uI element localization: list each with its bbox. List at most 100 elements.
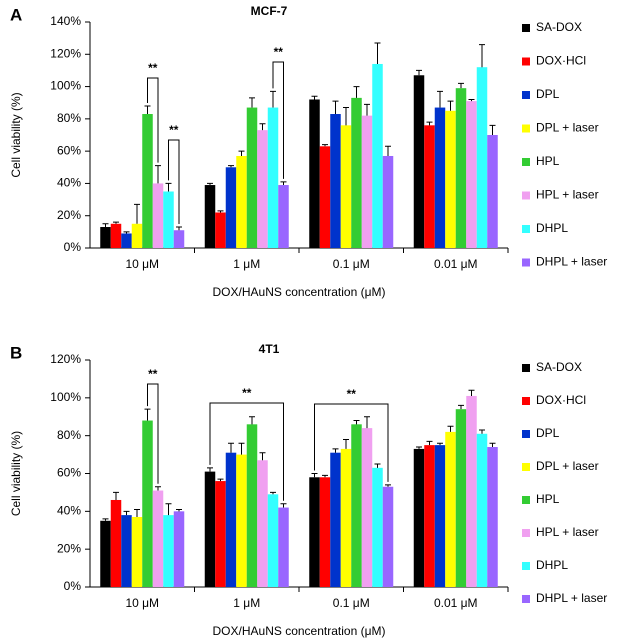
y-tick-label: 60% xyxy=(57,143,81,157)
bar xyxy=(382,155,394,248)
error-bar xyxy=(238,150,245,156)
legend-swatch xyxy=(522,397,530,405)
bar xyxy=(340,125,352,248)
bar xyxy=(163,515,174,587)
error-bar xyxy=(134,508,140,518)
legend-label: SA-DOX xyxy=(536,20,582,34)
legend-label: DHPL + laser xyxy=(536,255,607,269)
error-bar xyxy=(228,442,234,453)
y-tick-label: 120% xyxy=(50,352,81,366)
bar xyxy=(361,428,373,587)
bar xyxy=(372,63,383,248)
error-bar xyxy=(155,165,161,184)
bar xyxy=(215,481,226,587)
significance-bracket xyxy=(314,403,389,482)
error-bar xyxy=(217,210,224,213)
error-bar xyxy=(280,181,287,186)
legend-label: DPL + laser xyxy=(536,459,599,473)
bar xyxy=(204,471,216,587)
error-bar xyxy=(270,491,276,495)
error-bar xyxy=(468,389,475,396)
y-tick-label: 80% xyxy=(57,428,81,442)
bar xyxy=(445,110,456,249)
error-bar xyxy=(468,98,475,102)
error-bar xyxy=(311,95,318,100)
x-axis-label: DOX/HAuNS concentration (μM) xyxy=(213,624,386,638)
error-bar xyxy=(207,467,213,472)
bar xyxy=(246,424,258,587)
bar xyxy=(152,490,164,587)
bar xyxy=(434,107,446,248)
bar xyxy=(267,107,279,248)
bar xyxy=(110,499,122,587)
significance-label: ** xyxy=(274,45,284,59)
significance-bracket xyxy=(209,402,284,501)
bar xyxy=(351,424,362,587)
error-bar xyxy=(364,416,370,429)
bar xyxy=(152,183,164,248)
bar xyxy=(215,212,226,248)
error-bar xyxy=(176,508,182,512)
error-bar xyxy=(353,420,360,425)
error-bar xyxy=(479,44,485,68)
error-bar xyxy=(385,484,391,487)
bar xyxy=(100,520,111,587)
bar xyxy=(225,452,237,587)
significance-bracket xyxy=(147,77,159,163)
error-bar xyxy=(176,226,182,231)
panel-label: A xyxy=(10,5,22,24)
significance-label: ** xyxy=(169,123,179,137)
error-bar xyxy=(280,503,287,508)
error-bar xyxy=(437,442,443,446)
bar xyxy=(142,114,153,248)
bar xyxy=(257,130,268,248)
error-bar xyxy=(479,429,485,434)
legend-label: SA-DOX xyxy=(536,360,582,374)
error-bar xyxy=(332,448,339,453)
bar xyxy=(131,517,143,587)
bar xyxy=(372,467,383,587)
error-bar xyxy=(416,69,422,76)
significance-label: ** xyxy=(242,386,252,400)
legend-swatch xyxy=(522,529,530,537)
error-bar xyxy=(144,105,151,115)
bar xyxy=(236,454,247,587)
y-tick-label: 80% xyxy=(57,111,81,125)
y-tick-label: 40% xyxy=(57,176,81,190)
legend-label: DPL + laser xyxy=(536,121,599,135)
y-tick-label: 20% xyxy=(57,541,81,555)
legend-swatch xyxy=(522,496,530,504)
error-bar xyxy=(155,486,161,491)
legend-swatch xyxy=(522,124,530,133)
y-tick-label: 0% xyxy=(64,579,82,593)
y-axis-label: Cell viability (%) xyxy=(9,92,23,177)
significance-bracket xyxy=(147,383,159,484)
legend-swatch xyxy=(522,24,530,32)
bar xyxy=(257,460,268,587)
legend-swatch xyxy=(522,225,530,233)
bar xyxy=(267,494,279,587)
bar xyxy=(476,433,488,587)
error-bar xyxy=(102,518,109,521)
error-bar xyxy=(416,446,422,449)
y-tick-label: 40% xyxy=(57,504,81,518)
bar xyxy=(100,227,111,248)
legend-label: DHPL xyxy=(536,558,568,572)
bar xyxy=(382,486,394,587)
significance-bracket xyxy=(168,139,180,225)
legend-label: HPL xyxy=(536,154,560,168)
error-bar xyxy=(374,42,381,64)
legend-swatch xyxy=(522,364,530,372)
legend-label: DPL xyxy=(536,426,560,440)
error-bar xyxy=(102,223,109,228)
error-bar xyxy=(458,82,464,89)
bar xyxy=(413,75,425,249)
legend-label: DOX·HCl xyxy=(536,54,586,68)
error-bar xyxy=(426,440,433,446)
chart-title: 4T1 xyxy=(259,342,280,356)
bar xyxy=(466,395,477,587)
bar xyxy=(225,167,237,248)
error-bar xyxy=(165,503,172,516)
legend-label: DPL xyxy=(536,87,560,101)
error-bar xyxy=(322,474,328,478)
